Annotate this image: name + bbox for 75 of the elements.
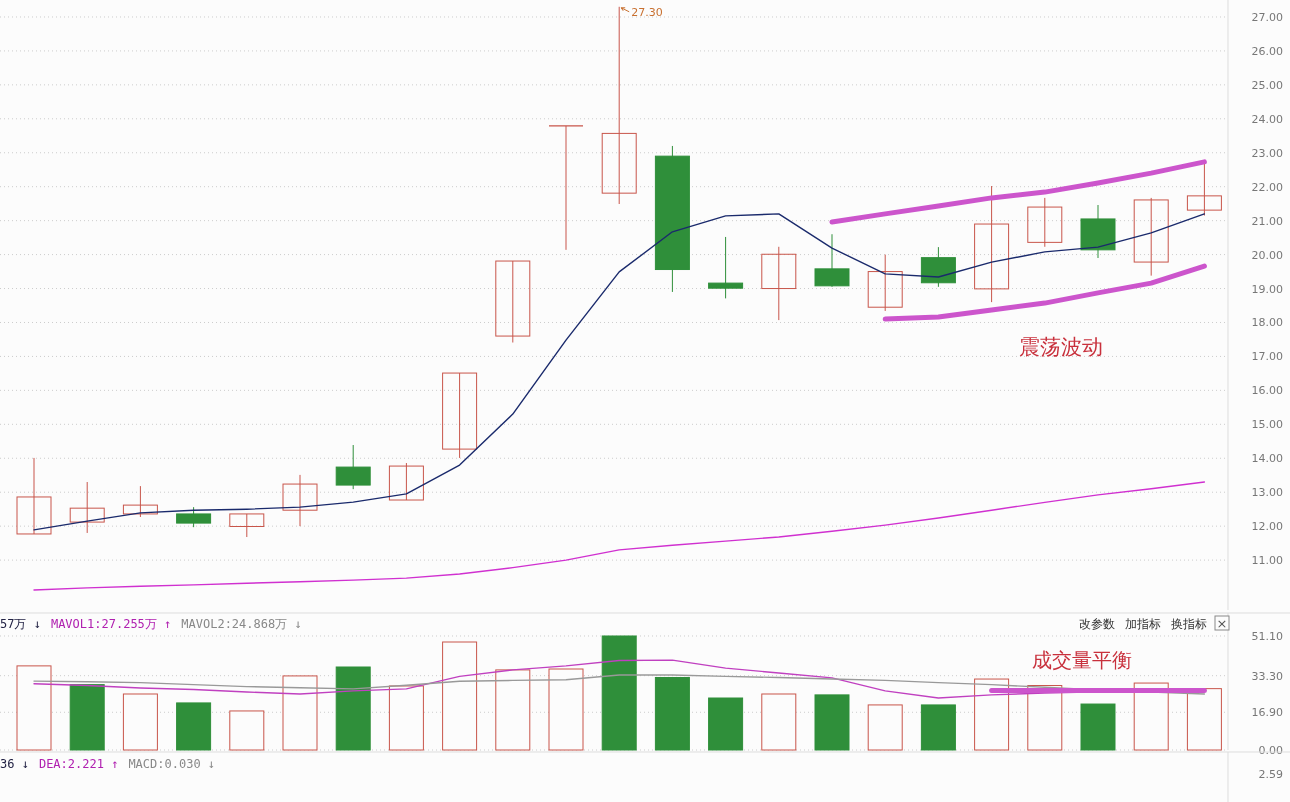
- bar: [708, 697, 744, 751]
- candlestick: [708, 236, 744, 299]
- bar: [761, 693, 797, 751]
- candlestick: [1027, 197, 1063, 248]
- y-tick-label: 51.10: [1251, 629, 1283, 643]
- bar: [601, 635, 637, 751]
- annotation: 加指标: [1125, 617, 1161, 631]
- y-tick-label: 20.00: [1251, 248, 1283, 262]
- y-tick-label: 23.00: [1251, 146, 1283, 160]
- text: MACD:0.030 ↓: [128, 757, 216, 771]
- candlestick: [122, 485, 158, 518]
- candlestick: [16, 457, 52, 535]
- annotation: 27.30: [631, 5, 663, 19]
- bar: [974, 678, 1010, 751]
- y-tick-label: 16.90: [1251, 706, 1283, 720]
- candlestick: [548, 125, 584, 251]
- bar: [548, 668, 584, 751]
- bar: [1080, 703, 1116, 751]
- y-tick-label: 19.00: [1251, 282, 1283, 296]
- annotation: 57万 ↓: [0, 617, 41, 631]
- text: DEA:2.221 ↑: [38, 757, 119, 771]
- y-tick-label: 17.00: [1251, 350, 1283, 364]
- y-tick-label: 16.00: [1251, 384, 1283, 398]
- bar: [920, 704, 956, 751]
- y-tick-label: 11.00: [1251, 554, 1283, 568]
- y-tick-label: 27.00: [1251, 10, 1283, 24]
- bar: [176, 702, 212, 751]
- candlestick: [69, 481, 105, 534]
- y-tick-label: 21.00: [1251, 214, 1283, 228]
- line-series: [33, 674, 1206, 695]
- candlestick: [442, 372, 478, 459]
- text: 2.59: [1258, 768, 1283, 781]
- y-tick-label: 24.00: [1251, 112, 1283, 126]
- annotation: 震荡波动: [1018, 334, 1103, 359]
- y-tick-label: 25.00: [1251, 78, 1283, 92]
- y-tick-label: 26.00: [1251, 44, 1283, 58]
- bar: [229, 710, 265, 751]
- y-tick-label: 33.30: [1251, 669, 1283, 683]
- bar: [654, 676, 690, 751]
- candlestick: [974, 185, 1010, 303]
- bar: [814, 694, 850, 751]
- annotation: 成交量平衡: [1032, 648, 1133, 673]
- y-tick-label: 18.00: [1251, 316, 1283, 330]
- bar: [122, 693, 158, 751]
- candlestick: [1133, 197, 1169, 277]
- y-tick-label: 12.00: [1251, 520, 1283, 534]
- y-tick-label: 0.00: [1258, 744, 1283, 757]
- candlestick: [282, 474, 318, 527]
- annotation: MAVOL1:27.255万 ↑: [50, 617, 172, 631]
- y-tick-label: 13.00: [1251, 486, 1283, 500]
- y-tick-label: 15.00: [1251, 418, 1283, 432]
- line-series: [33, 481, 1206, 591]
- bar: [442, 641, 478, 751]
- candlestick: [495, 260, 531, 344]
- bar: [495, 669, 531, 751]
- bar: [867, 704, 903, 751]
- bar: [16, 665, 52, 751]
- bar: [1133, 682, 1169, 751]
- annotation: 换指标: [1171, 617, 1207, 631]
- y-tick-label: 22.00: [1251, 180, 1283, 194]
- annotation: MAVOL2:24.868万 ↓: [181, 617, 302, 631]
- candlestick: [867, 254, 903, 312]
- candlestick: [1186, 163, 1222, 217]
- candlestick: [229, 513, 265, 538]
- candlestick: [761, 246, 797, 321]
- text: 36 ↓: [0, 757, 29, 771]
- bar: [1186, 688, 1222, 751]
- y-tick-label: 14.00: [1251, 452, 1283, 466]
- bar: [69, 684, 105, 751]
- bar: [335, 666, 371, 751]
- candlestick: [388, 462, 424, 501]
- annotation: 改参数: [1079, 617, 1115, 631]
- bar: [282, 675, 318, 751]
- annotation: ×: [1216, 616, 1228, 631]
- bar: [388, 685, 424, 751]
